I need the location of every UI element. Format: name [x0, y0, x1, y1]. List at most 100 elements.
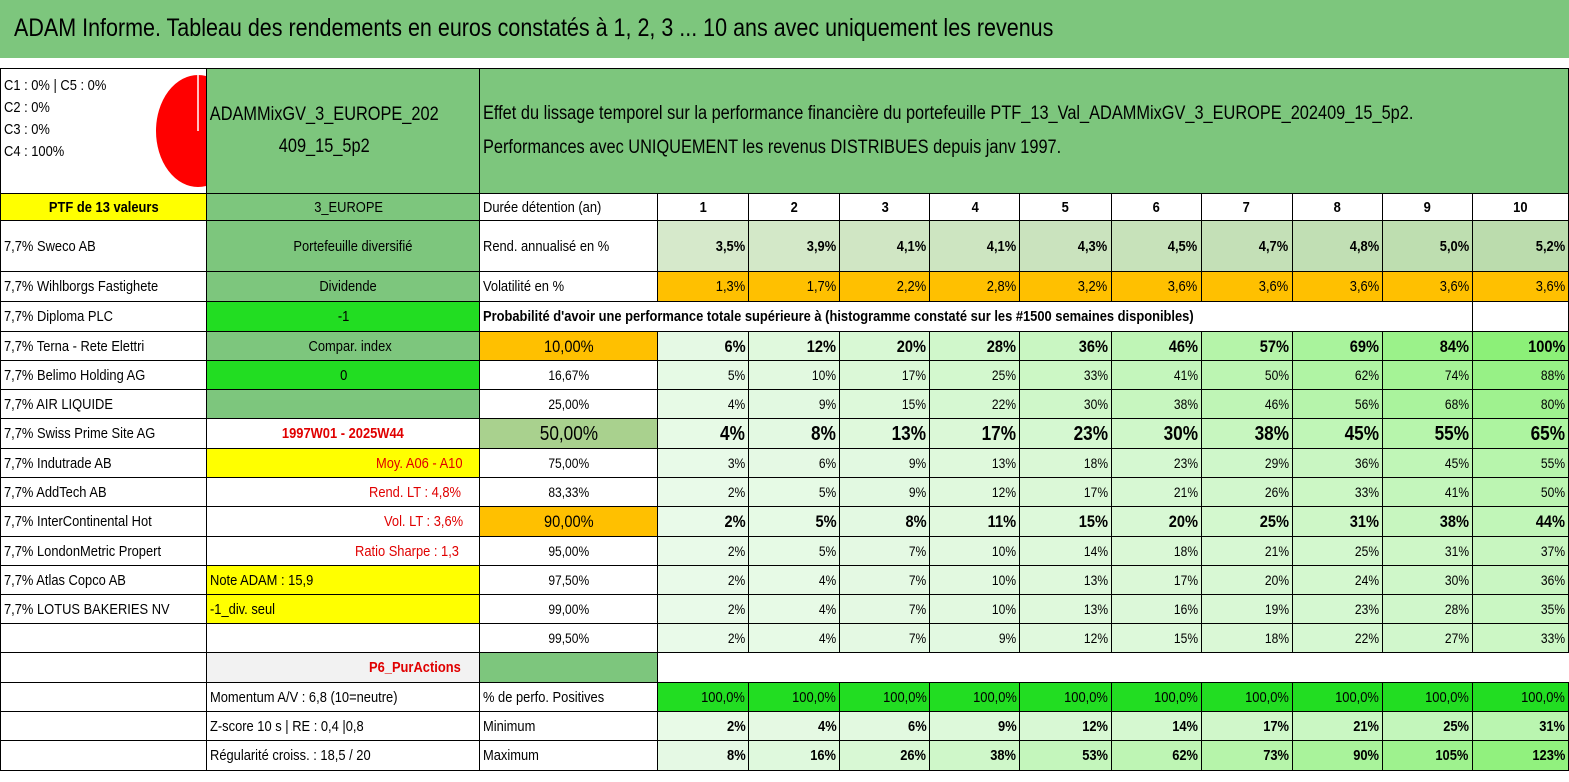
proba-value: 41% [1110, 360, 1202, 390]
rend-value-text: 4,7% [1259, 237, 1289, 255]
proba-value-text: 12% [807, 336, 837, 356]
year-header: 2 [748, 193, 841, 221]
proba-value: 3% [657, 448, 750, 478]
proba-value-text: 19% [1264, 601, 1289, 617]
proba-label: Probabilité d'avoir une performance tota… [479, 301, 1473, 332]
blank-cell [0, 682, 208, 712]
proba-value: 10% [929, 565, 1021, 595]
vol-value: 3,2% [1019, 271, 1112, 302]
holding-row: 7,7% InterContinental Hot [0, 506, 208, 537]
max-value: 73% [1200, 740, 1293, 771]
max-value-text: 90% [1352, 747, 1379, 764]
proba-value-text: 22% [992, 396, 1017, 412]
pos-value: 100,0% [1471, 682, 1569, 712]
proba-value: 84% [1381, 331, 1473, 361]
proba-value-text: 100% [1527, 336, 1565, 356]
max-value: 90% [1291, 740, 1383, 771]
proba-value: 30% [1019, 389, 1112, 419]
moy-label: Moy. A06 - A10 [206, 448, 481, 478]
vol-value-text: 1,3% [715, 278, 746, 295]
proba-threshold-text: 97,50% [548, 572, 590, 588]
proba-value-text: 15% [902, 396, 927, 412]
proba-value: 2% [657, 594, 750, 624]
proba-value: 9% [748, 389, 841, 419]
proba-value: 11% [929, 506, 1021, 537]
min-value-text: 6% [907, 717, 927, 735]
allocation-pie-chart [154, 73, 206, 189]
proba-value-text: 30% [1444, 572, 1469, 588]
proba-value-text: 21% [1173, 484, 1198, 500]
proba-value: 20% [1200, 565, 1293, 595]
proba-value-text: 38% [1439, 512, 1469, 531]
proba-value-text: 7% [909, 543, 927, 559]
proba-value-text: 7% [909, 630, 927, 646]
rend-value-text: 4,5% [1168, 237, 1198, 255]
description-text: Effet du lissage temporel sur la perform… [483, 103, 1414, 124]
pie-slice-c4 [154, 73, 206, 189]
proba-value: 38% [1110, 389, 1202, 419]
proba-value: 2% [657, 506, 750, 537]
proba-value-text: 12% [992, 484, 1017, 500]
pos-value-text: 100,0% [1244, 688, 1289, 706]
proba-value-text: 15% [1173, 630, 1198, 646]
zone-label-text: 3_EUROPE [314, 198, 384, 216]
p6-label: P6_PurActions [206, 652, 481, 683]
max-label-text: Maximum [483, 747, 540, 764]
proba-value: 6% [657, 331, 750, 361]
description-cell: Effet du lissage temporel sur la perform… [479, 68, 1569, 194]
proba-value-text: 17% [902, 367, 927, 383]
proba-value: 22% [929, 389, 1021, 419]
proba-value: 33% [1471, 623, 1569, 653]
proba-value-text: 26% [1264, 484, 1289, 500]
note-adam: Note ADAM : 15,9 [206, 565, 481, 595]
proba-value-text: 7% [909, 601, 927, 617]
proba-value-text: 15% [1078, 512, 1108, 531]
rend-value: 3,5% [657, 220, 750, 272]
proba-value: 38% [1381, 506, 1473, 537]
proba-value: 17% [929, 418, 1021, 449]
year-header: 4 [929, 193, 1021, 221]
vol-value: 3,6% [1381, 271, 1473, 302]
proba-value: 25% [1291, 536, 1383, 566]
min-value-text: 2% [726, 717, 746, 735]
proba-value: 65% [1471, 418, 1569, 449]
proba-value: 41% [1381, 477, 1473, 507]
proba-value: 10% [929, 594, 1021, 624]
max-value: 105% [1381, 740, 1473, 771]
proba-value: 17% [1019, 477, 1112, 507]
min-value-text: 14% [1171, 717, 1198, 735]
proba-value: 18% [1019, 448, 1112, 478]
proba-value-text: 11% [988, 512, 1017, 531]
proba-value-text: 41% [1444, 484, 1469, 500]
pos-value: 100,0% [1200, 682, 1293, 712]
proba-value-text: 6% [724, 336, 746, 356]
pos-value-text: 100,0% [972, 688, 1017, 706]
proba-value-text: 16% [1173, 601, 1198, 617]
proba-value: 2% [657, 536, 750, 566]
proba-value-text: 17% [982, 422, 1017, 445]
year-header-text: 5 [1061, 198, 1070, 216]
pos-label-text: % de perfo. Positives [483, 688, 605, 706]
proba-value-text: 10% [812, 367, 837, 383]
rend-value-text: 4,1% [897, 237, 927, 255]
proba-value: 69% [1291, 331, 1383, 361]
proba-value-text: 10% [992, 601, 1017, 617]
zone-label: 3_EUROPE [206, 193, 481, 221]
div-seul-text: -1_div. seul [210, 600, 276, 618]
proba-value-text: 4% [727, 396, 746, 412]
proba-value-text: 37% [1540, 543, 1565, 559]
proba-value: 55% [1471, 448, 1569, 478]
proba-threshold-text: 16,67% [548, 367, 590, 383]
proba-value-text: 4% [818, 630, 837, 646]
dividende-label-text: Dividende [319, 278, 377, 295]
min-value-text: 25% [1442, 717, 1469, 735]
proba-value-text: 21% [1264, 543, 1289, 559]
pos-value-text: 100,0% [792, 688, 837, 706]
max-value-text: 16% [810, 747, 837, 764]
proba-value-text: 17% [1173, 572, 1198, 588]
proba-value: 46% [1200, 389, 1293, 419]
vol-value-text: 3,6% [1259, 278, 1289, 295]
pos-value: 100,0% [1381, 682, 1473, 712]
max-value-text: 123% [1531, 747, 1565, 764]
proba-value-text: 23% [1173, 455, 1198, 471]
